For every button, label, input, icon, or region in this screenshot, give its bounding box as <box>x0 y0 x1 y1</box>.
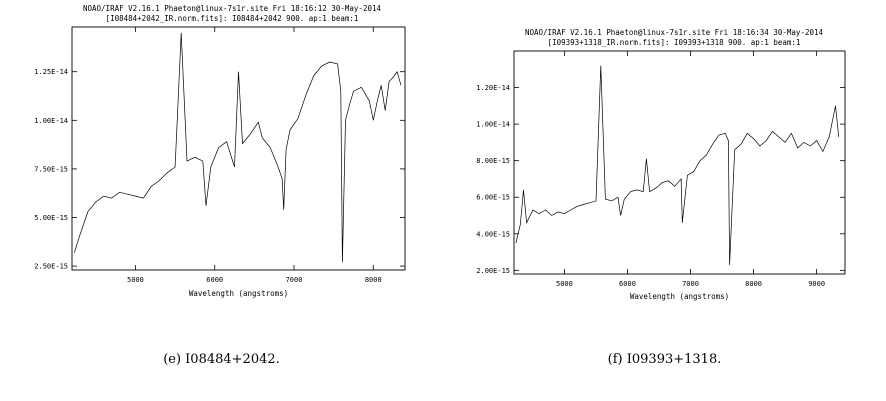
x-tick-label: 6000 <box>206 276 223 284</box>
y-tick-label: 6.00E-15 <box>476 194 510 202</box>
x-tick-label: 7000 <box>682 280 699 288</box>
y-tick-label: 4.00E-15 <box>476 230 510 238</box>
figure-caption: (f) I09393+1318. <box>607 352 722 367</box>
y-tick-label: 7.50E-15 <box>34 165 68 173</box>
x-axis-label: Wavelength (angstroms) <box>189 289 288 298</box>
spectrum-panel-f: NOAO/IRAF V2.16.1 Phaeton@linux-7s1r.sit… <box>443 0 886 401</box>
x-tick-label: 5000 <box>556 280 573 288</box>
y-tick-label: 2.00E-15 <box>476 267 510 275</box>
spectrum-line <box>74 32 402 263</box>
y-axis: 2.50E-15 5.00E-15 7.50E-15 1.00E-14 1.25E-14 <box>34 68 405 271</box>
plot-frame <box>71 26 406 271</box>
x-tick-label: 9000 <box>808 280 825 288</box>
y-tick-label: 1.25E-14 <box>34 68 68 76</box>
spectrum-panel-e: NOAO/IRAF V2.16.1 Phaeton@linux-7s1r.sit… <box>34 4 406 367</box>
figure-caption: (e) I08484+2042. <box>163 352 280 367</box>
x-axis: 5000 6000 7000 8000 9000 <box>556 51 825 288</box>
spectrum-chart-e: NOAO/IRAF V2.16.1 Phaeton@linux-7s1r.sit… <box>34 4 406 298</box>
x-axis-label: Wavelength (angstroms) <box>630 292 729 301</box>
plot-frame <box>513 50 846 275</box>
x-tick-label: 6000 <box>619 280 636 288</box>
y-tick-label: 1.00E-14 <box>476 121 510 129</box>
x-tick-label: 5000 <box>127 276 144 284</box>
y-tick-label: 1.20E-14 <box>476 84 510 92</box>
y-tick-label: 8.00E-15 <box>476 157 510 165</box>
chart-header-line2: [I09393+1318_IR.norm.fits]: I09393+1318 … <box>548 38 801 47</box>
y-tick-label: 2.50E-15 <box>34 263 68 271</box>
y-tick-label: 5.00E-15 <box>34 214 68 222</box>
x-axis: 5000 6000 7000 8000 <box>127 27 382 284</box>
spectrum-line <box>515 65 840 265</box>
y-tick-label: 1.00E-14 <box>34 117 68 125</box>
chart-header-line2: [I08484+2042_IR.norm.fits]: I08484+2042 … <box>106 14 359 23</box>
y-axis: 2.00E-15 4.00E-15 6.00E-15 8.00E-15 1.00E-14… <box>476 84 845 275</box>
chart-header-line1: NOAO/IRAF V2.16.1 Phaeton@linux-7s1r.sit… <box>83 4 381 13</box>
x-tick-label: 8000 <box>365 276 382 284</box>
x-tick-label: 7000 <box>286 276 303 284</box>
x-tick-label: 8000 <box>745 280 762 288</box>
spectrum-chart-f: NOAO/IRAF V2.16.1 Phaeton@linux-7s1r.sit… <box>476 28 846 301</box>
chart-header-line1: NOAO/IRAF V2.16.1 Phaeton@linux-7s1r.sit… <box>525 28 823 37</box>
